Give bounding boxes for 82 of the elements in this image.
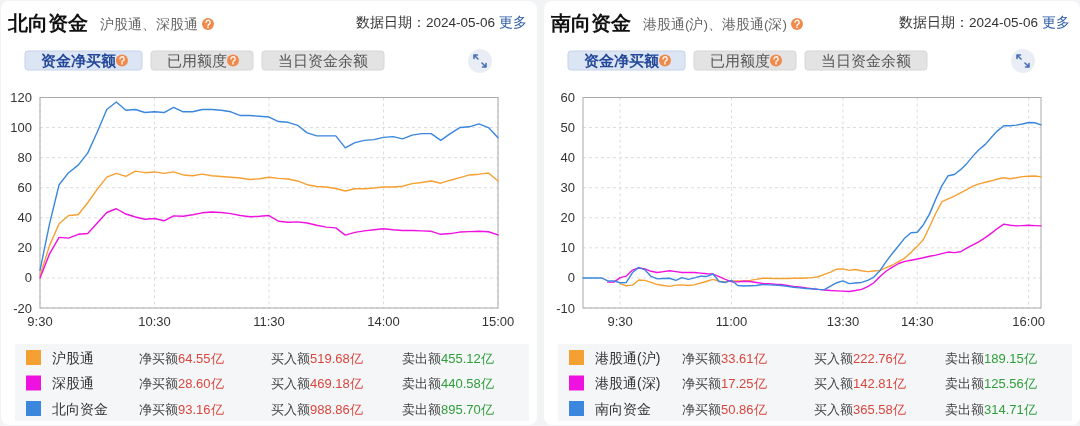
chart-subtitle: 沪股通、深股通 — [100, 17, 198, 32]
text: 189.15亿 — [984, 350, 1037, 366]
x-tick-label: 14:00 — [367, 314, 400, 329]
text: 净买额 — [139, 376, 178, 391]
text: 买入额 — [271, 401, 310, 417]
y-tick-label: 20 — [17, 240, 32, 256]
text: 净买额 — [682, 401, 721, 417]
text: 净买额 — [139, 350, 178, 366]
chart-title: 南向资金 — [550, 12, 631, 34]
y-tick-label: 120 — [10, 90, 32, 105]
text: 买入额 — [814, 376, 853, 391]
text: 买入额 — [271, 376, 310, 391]
y-tick-label: 80 — [17, 150, 32, 166]
y-tick-label: 60 — [560, 90, 575, 105]
x-tick-label: 16:00 — [1012, 314, 1045, 329]
text: 895.70亿 — [441, 401, 494, 417]
text: 买入额 — [814, 401, 853, 417]
text: 365.58亿 — [853, 401, 906, 417]
y-tick-label: 20 — [560, 210, 575, 226]
text: 17.25亿 — [721, 376, 767, 391]
text: 50.86亿 — [721, 401, 767, 417]
text: 33.61亿 — [721, 350, 767, 366]
y-tick-label: 60 — [17, 180, 32, 196]
text: 卖出额 — [402, 401, 441, 417]
x-tick-label: 10:30 — [138, 314, 171, 329]
text: 卖出额 — [402, 350, 441, 366]
text: 买入额 — [814, 350, 853, 366]
text: 64.55亿 — [178, 350, 224, 366]
text: 142.81亿 — [853, 376, 906, 391]
y-tick-label: 10 — [560, 240, 575, 256]
text: 519.68亿 — [310, 350, 363, 366]
legend-label: 沪股通 — [52, 349, 94, 366]
text: 卖出额 — [945, 350, 984, 366]
text: 93.16亿 — [178, 401, 224, 417]
text: 买入额 — [271, 350, 310, 366]
text: 125.56亿 — [984, 376, 1037, 391]
legend-label: 港股通(沪) — [595, 349, 661, 366]
y-tick-label: -20 — [13, 300, 32, 316]
text: 314.71亿 — [984, 401, 1037, 417]
text: 数据日期：2024-05-06 — [355, 15, 495, 30]
x-tick-label: 15:00 — [481, 314, 515, 329]
x-tick-label: 14:30 — [900, 314, 934, 329]
text: 222.76亿 — [853, 350, 906, 366]
legend-label: 深股通 — [52, 375, 94, 391]
legend-label: 北向资金 — [52, 400, 108, 417]
y-tick-label: 30 — [560, 180, 575, 196]
y-tick-label: 0 — [24, 270, 32, 286]
text: 28.60亿 — [178, 376, 224, 391]
x-tick-label: 11:00 — [715, 314, 748, 329]
text: 数据日期：2024-05-06 — [898, 15, 1038, 30]
text: 469.18亿 — [310, 376, 363, 391]
legend-label: 南向资金 — [595, 400, 651, 417]
x-tick-label: 13:30 — [826, 314, 860, 329]
text: 当日资金余额 — [821, 53, 911, 69]
text: 455.12亿 — [441, 350, 494, 366]
y-tick-label: 40 — [17, 210, 32, 226]
y-tick-label: 0 — [567, 270, 575, 286]
text: 卖出额 — [945, 401, 984, 417]
text: 更多 — [1042, 15, 1070, 30]
chart-title: 北向资金 — [7, 12, 88, 34]
y-tick-label: 100 — [10, 120, 32, 136]
text: 净买额 — [682, 350, 721, 366]
x-tick-label: 9:30 — [27, 314, 53, 329]
text: 已用额度 — [710, 53, 770, 69]
y-tick-label: 40 — [560, 150, 575, 166]
text: 资金净买额 — [41, 52, 117, 69]
text: 更多 — [499, 15, 527, 30]
y-tick-label: -10 — [556, 300, 575, 316]
text: 净买额 — [682, 376, 721, 391]
y-tick-label: 50 — [560, 120, 575, 136]
legend-label: 港股通(深) — [595, 375, 661, 391]
chart-subtitle: 港股通(沪)、港股通(深) — [643, 17, 787, 32]
text: 已用额度 — [167, 53, 227, 69]
text: 988.86亿 — [310, 401, 363, 417]
text: 卖出额 — [402, 376, 441, 391]
text: 资金净买额 — [584, 52, 660, 69]
x-tick-label: 11:30 — [253, 314, 285, 329]
text: 当日资金余额 — [278, 53, 368, 69]
text: 净买额 — [139, 401, 178, 417]
text: 卖出额 — [945, 376, 984, 391]
text: 440.58亿 — [441, 376, 494, 391]
x-tick-label: 9:30 — [607, 314, 633, 329]
